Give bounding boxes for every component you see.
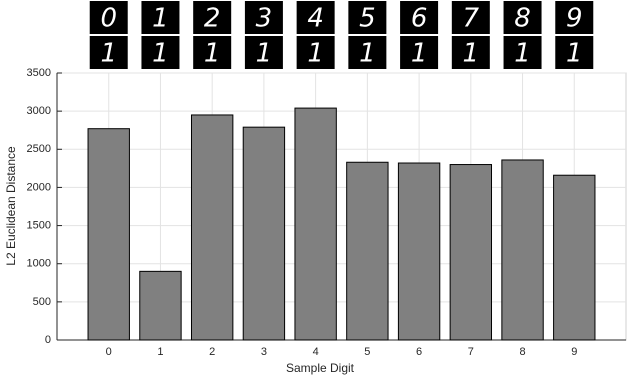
digit-image [89,1,128,34]
y-tick-label: 0 [45,334,51,346]
x-tick-label: 4 [313,346,319,358]
digit-image-content: 1 [566,39,583,69]
y-tick-label: 500 [33,296,51,308]
y-tick-label: 2500 [27,143,51,155]
y-tick-label: 1000 [27,258,51,270]
x-tick-label: 8 [519,346,525,358]
bar [553,174,596,341]
digit-image-content: 1 [411,39,428,69]
bar [449,164,493,341]
x-tick-label: 5 [364,346,370,358]
digit-image-content: 9 [566,4,583,34]
bar [397,162,441,341]
digit-image-content: 3 [256,4,273,34]
digit-image [555,1,594,34]
digit-image [555,36,594,69]
digit-image-content: 6 [411,4,428,34]
digit-image [193,1,232,34]
digit-image-content: 0 [100,4,117,34]
digit-image [141,36,180,69]
x-tick-label: 3 [261,346,267,358]
digit-image [89,36,128,69]
digit-image [451,36,490,69]
bar [346,161,389,341]
digit-image [348,36,387,69]
digit-image [244,36,283,69]
digit-image-content: 1 [514,39,531,69]
digit-image [400,1,439,34]
digit-image-content: 1 [152,39,169,69]
x-tick-label: 6 [416,346,422,358]
y-tick-label: 3500 [27,67,51,79]
digit-image-content: 1 [256,39,273,69]
bar [242,126,286,341]
digit-image [348,1,387,34]
digit-image [296,1,335,34]
digit-image [141,1,180,34]
digit-image-content: 1 [152,4,169,34]
y-axis-label: L2 Euclidean Distance [4,146,18,266]
x-axis-label: Sample Digit [286,361,355,375]
digit-image-content: 5 [359,4,376,34]
bar [501,159,544,341]
digit-image [193,36,232,69]
digit-image [400,36,439,69]
digit-image-content: 1 [307,39,324,69]
digit-image-content: 1 [100,39,117,69]
x-tick-label: 0 [106,346,112,358]
x-tick-label: 2 [209,346,215,358]
bar [87,128,130,341]
x-tick-label: 7 [468,346,474,358]
digit-image-content: 1 [204,39,221,69]
digit-image [296,36,335,69]
x-tick-label: 9 [571,346,577,358]
digit-image [503,36,542,69]
y-tick-label: 2000 [27,181,51,193]
digit-image [503,1,542,34]
bar [190,114,234,341]
digit-image-content: 8 [514,4,531,34]
digit-image-content: 1 [463,39,480,69]
digit-image-content: 2 [204,4,221,34]
x-tick-label: 1 [157,346,163,358]
digit-image [451,1,490,34]
y-tick-label: 1500 [27,219,51,231]
bar [139,270,182,341]
bar [294,107,337,341]
digit-image-content: 1 [359,39,376,69]
y-tick-label: 3000 [27,105,51,117]
digit-image-content: 7 [463,4,480,34]
digit-image-content: 4 [307,4,324,34]
digit-image [244,1,283,34]
